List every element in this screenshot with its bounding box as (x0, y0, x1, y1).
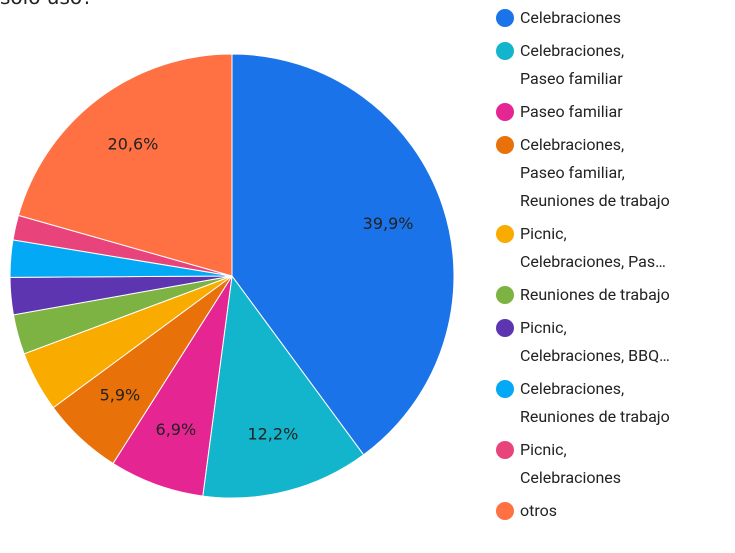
legend-swatch (496, 380, 514, 398)
legend-swatch (496, 136, 514, 154)
legend-swatch (496, 502, 514, 520)
legend-entry: Celebraciones, Paseo familiar, Reuniones… (496, 131, 732, 215)
chart: solo uso? 39,9% 12,2% 6,9% 5,9% 20,6% (0, 0, 455, 499)
legend-swatch (496, 286, 514, 304)
legend-label: Reuniones de trabajo (520, 285, 670, 304)
legend-label: Picnic, Celebraciones, BBQ… (520, 318, 670, 365)
legend-entry: Picnic, Celebraciones (496, 436, 732, 492)
chart-title: solo uso? (0, 0, 93, 9)
legend-label: Picnic, Celebraciones, Pas… (520, 224, 666, 271)
legend-swatch (496, 441, 514, 459)
legend-entry: Celebraciones (496, 4, 732, 32)
legend-label: Picnic, Celebraciones (520, 440, 622, 487)
legend-label: otros (520, 501, 558, 520)
slice-label: 20,6% (108, 134, 159, 153)
legend-entry: Picnic, Celebraciones, Pas… (496, 220, 732, 276)
legend-entry: Celebraciones, Paseo familiar (496, 37, 732, 93)
pie-slice (17, 53, 233, 277)
legend-label: Celebraciones, Paseo familiar (520, 41, 625, 88)
legend-label: Celebraciones, Paseo familiar, Reuniones… (520, 135, 670, 210)
legend-label: Paseo familiar (520, 102, 623, 121)
legend-entry: Celebraciones, Reuniones de trabajo (496, 375, 732, 431)
slice-label: 12,2% (247, 425, 298, 444)
slice-label: 39,9% (363, 214, 414, 233)
legend-label: Celebraciones, Reuniones de trabajo (520, 379, 670, 426)
legend-swatch (496, 225, 514, 243)
legend-entry: Paseo familiar (496, 98, 732, 126)
slice-label: 6,9% (156, 420, 197, 439)
pie-slice (202, 274, 365, 499)
legend-entry: Picnic, Celebraciones, BBQ… (496, 314, 732, 370)
legend-swatch (496, 319, 514, 337)
legend-swatch (496, 42, 514, 60)
legend: Celebraciones Celebraciones, Paseo famili… (496, 4, 732, 530)
legend-label: Celebraciones (520, 8, 622, 27)
legend-swatch (496, 9, 514, 27)
legend-entry: Reuniones de trabajo (496, 281, 732, 309)
legend-swatch (496, 103, 514, 121)
pie-slice (231, 53, 455, 456)
legend-entry: otros (496, 497, 732, 525)
slice-label: 5,9% (100, 386, 141, 405)
